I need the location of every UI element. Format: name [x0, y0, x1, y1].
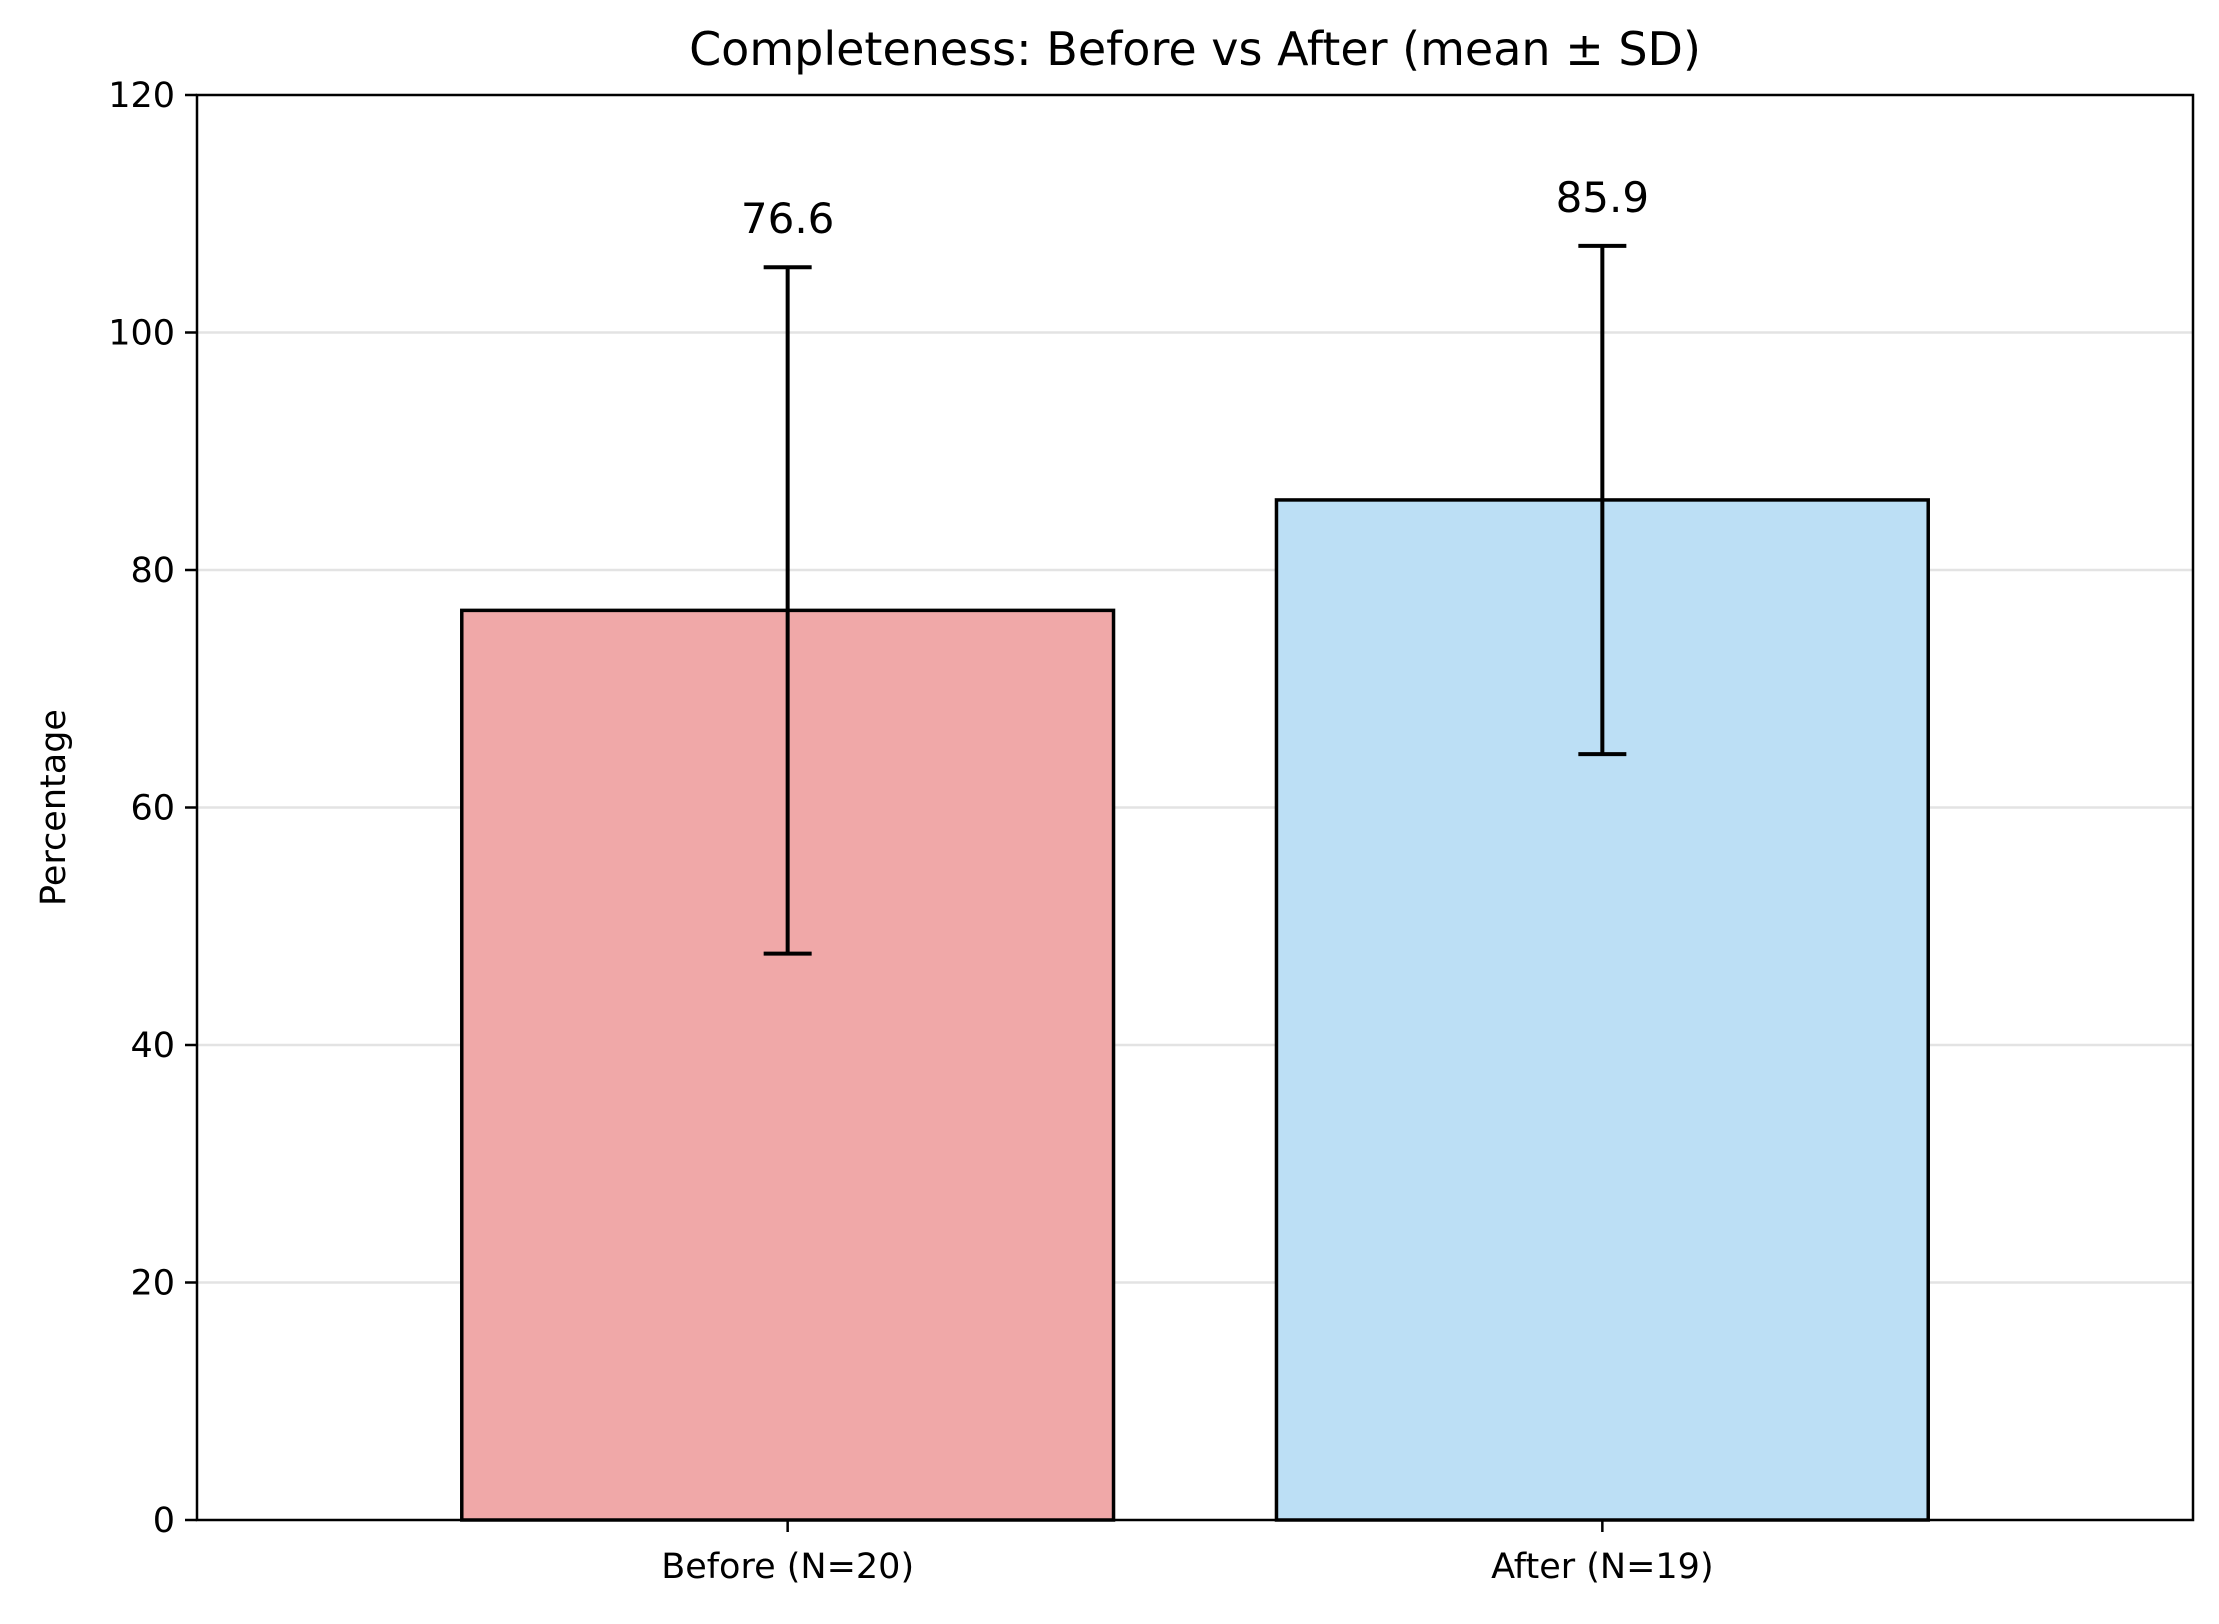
error-bars: [763, 243, 1627, 956]
x-axis-ticks: Before (N=20) After (N=19): [661, 1520, 1714, 1587]
y-axis-ticks: 0 20 40 60 80 100 120: [108, 76, 197, 1541]
y-tick-label: 120: [108, 76, 175, 116]
y-tick-label: 100: [108, 314, 175, 354]
value-label: 85.9: [1556, 173, 1650, 222]
y-tick-label: 20: [130, 1264, 175, 1304]
y-tick-label: 60: [130, 789, 175, 829]
y-tick-label: 0: [153, 1501, 175, 1541]
y-tick-label: 40: [130, 1026, 175, 1066]
x-tick-label: Before (N=20): [661, 1547, 914, 1587]
value-label: 76.6: [741, 194, 835, 243]
value-labels: 76.6 85.9: [741, 173, 1649, 243]
chart-title: Completeness: Before vs After (mean ± SD…: [689, 22, 1701, 76]
x-tick-label: After (N=19): [1491, 1547, 1714, 1587]
y-axis-label: Percentage: [34, 709, 74, 906]
y-tick-label: 80: [130, 551, 175, 591]
